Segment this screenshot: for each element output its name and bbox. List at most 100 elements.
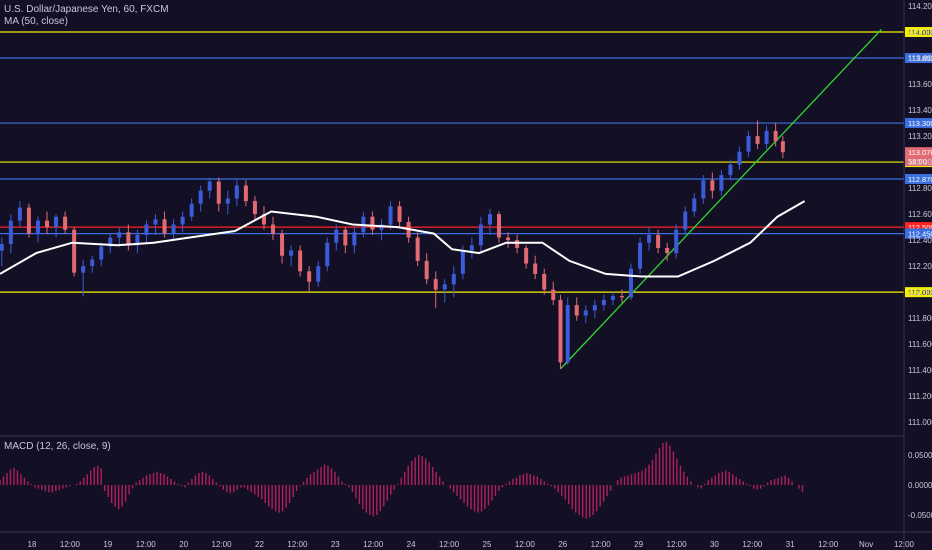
candle-body[interactable] xyxy=(63,216,68,230)
candle-body[interactable] xyxy=(728,164,733,176)
candle-body[interactable] xyxy=(35,220,40,234)
candle-body[interactable] xyxy=(737,151,742,165)
candle-body[interactable] xyxy=(478,224,483,246)
candle-body[interactable] xyxy=(325,242,330,267)
candle-body[interactable] xyxy=(551,289,556,300)
candle-body[interactable] xyxy=(54,216,59,228)
candle-body[interactable] xyxy=(45,220,50,228)
candle-body[interactable] xyxy=(692,198,697,212)
time-tick-label: 12:00 xyxy=(212,540,233,549)
candle-body[interactable] xyxy=(298,250,303,272)
candle-body[interactable] xyxy=(415,237,420,261)
candle-body[interactable] xyxy=(506,237,511,241)
candle-body[interactable] xyxy=(515,240,520,248)
candle-body[interactable] xyxy=(665,247,670,254)
candle-body[interactable] xyxy=(533,263,538,274)
candle-body[interactable] xyxy=(610,296,615,300)
candle-body[interactable] xyxy=(289,250,294,256)
candle-body[interactable] xyxy=(388,206,393,225)
candle-body[interactable] xyxy=(153,219,158,225)
candle-body[interactable] xyxy=(773,130,778,142)
candle-body[interactable] xyxy=(701,180,706,199)
price-axis[interactable]: 114.000 113.800 113.300 112.870 113.000 112.5… xyxy=(903,0,932,550)
current-price-tag-label: 58:00 xyxy=(908,157,927,166)
candle-body[interactable] xyxy=(565,305,570,363)
candle-body[interactable] xyxy=(234,185,239,199)
candle-body[interactable] xyxy=(252,201,257,215)
candle-body[interactable] xyxy=(261,214,266,225)
candle-body[interactable] xyxy=(638,242,643,269)
candle-body[interactable] xyxy=(451,273,456,285)
current-price-tag-background xyxy=(905,156,932,167)
candle-body[interactable] xyxy=(180,216,185,225)
candle-body[interactable] xyxy=(225,198,230,204)
candle-body[interactable] xyxy=(433,279,438,290)
candle-body[interactable] xyxy=(280,233,285,256)
candle-body[interactable] xyxy=(628,268,633,298)
macd-pane[interactable] xyxy=(0,441,804,519)
candle-body[interactable] xyxy=(647,234,652,243)
time-axis[interactable]: 18 12:00 19 12:00 20 12:00 22 12:00 23 12:00 24 12:… xyxy=(0,531,932,549)
moving-average-line[interactable] xyxy=(0,200,806,278)
candle-body[interactable] xyxy=(397,206,402,222)
candle-body[interactable] xyxy=(81,266,86,273)
candle-body[interactable] xyxy=(352,232,357,246)
candle-body[interactable] xyxy=(619,296,624,298)
price-tick-label: 114.200 xyxy=(908,2,932,11)
candle-body[interactable] xyxy=(26,207,31,234)
candle-body[interactable] xyxy=(542,273,547,290)
candle-body[interactable] xyxy=(171,224,176,234)
candle-body[interactable] xyxy=(487,214,492,225)
candle-body[interactable] xyxy=(108,237,113,247)
candle-body[interactable] xyxy=(780,141,785,153)
candle-body[interactable] xyxy=(307,271,312,282)
candle-body[interactable] xyxy=(719,175,724,191)
candle-body[interactable] xyxy=(674,229,679,254)
candle-body[interactable] xyxy=(243,185,248,202)
candle-body[interactable] xyxy=(755,136,760,144)
candle-body[interactable] xyxy=(764,130,769,144)
candle-body[interactable] xyxy=(216,181,221,204)
candle-body[interactable] xyxy=(207,181,212,191)
candle-body[interactable] xyxy=(558,299,563,363)
candle-body[interactable] xyxy=(583,310,588,316)
candle-body[interactable] xyxy=(17,207,22,221)
time-tick-label: 12:00 xyxy=(136,540,157,549)
candle-body[interactable] xyxy=(683,211,688,230)
candle-body[interactable] xyxy=(343,229,348,246)
candle-body[interactable] xyxy=(497,214,502,238)
candle-body[interactable] xyxy=(271,224,276,234)
candle-body[interactable] xyxy=(117,232,122,238)
candle-body[interactable] xyxy=(524,247,529,264)
candle-body[interactable] xyxy=(189,203,194,217)
candle-body[interactable] xyxy=(442,284,447,290)
candle-body[interactable] xyxy=(710,180,715,191)
candle-body[interactable] xyxy=(460,250,465,274)
candle-body[interactable] xyxy=(424,260,429,280)
candle-body[interactable] xyxy=(72,229,77,273)
candle-body[interactable] xyxy=(198,190,203,204)
current-price-tag-label: 113.076 xyxy=(908,148,932,157)
time-tick-label: 12:00 xyxy=(439,540,460,549)
candle-body[interactable] xyxy=(574,305,579,316)
trendline[interactable] xyxy=(560,28,882,370)
candle-body[interactable] xyxy=(144,224,149,235)
candle-body[interactable] xyxy=(601,299,606,306)
candle-body[interactable] xyxy=(126,232,131,246)
candle-body[interactable] xyxy=(90,259,95,267)
candle-body[interactable] xyxy=(0,244,4,251)
price-pane[interactable] xyxy=(0,28,904,437)
candle-body[interactable] xyxy=(746,136,751,152)
candle-body[interactable] xyxy=(162,219,167,234)
candle-body[interactable] xyxy=(99,246,104,260)
candle-body[interactable] xyxy=(316,266,321,282)
candle-body[interactable] xyxy=(334,229,339,243)
candle-body[interactable] xyxy=(656,234,661,248)
candle-body[interactable] xyxy=(370,216,375,230)
candle-body[interactable] xyxy=(469,245,474,251)
candle-body[interactable] xyxy=(592,305,597,311)
candle-body[interactable] xyxy=(8,220,13,245)
candle-body[interactable] xyxy=(135,234,140,246)
